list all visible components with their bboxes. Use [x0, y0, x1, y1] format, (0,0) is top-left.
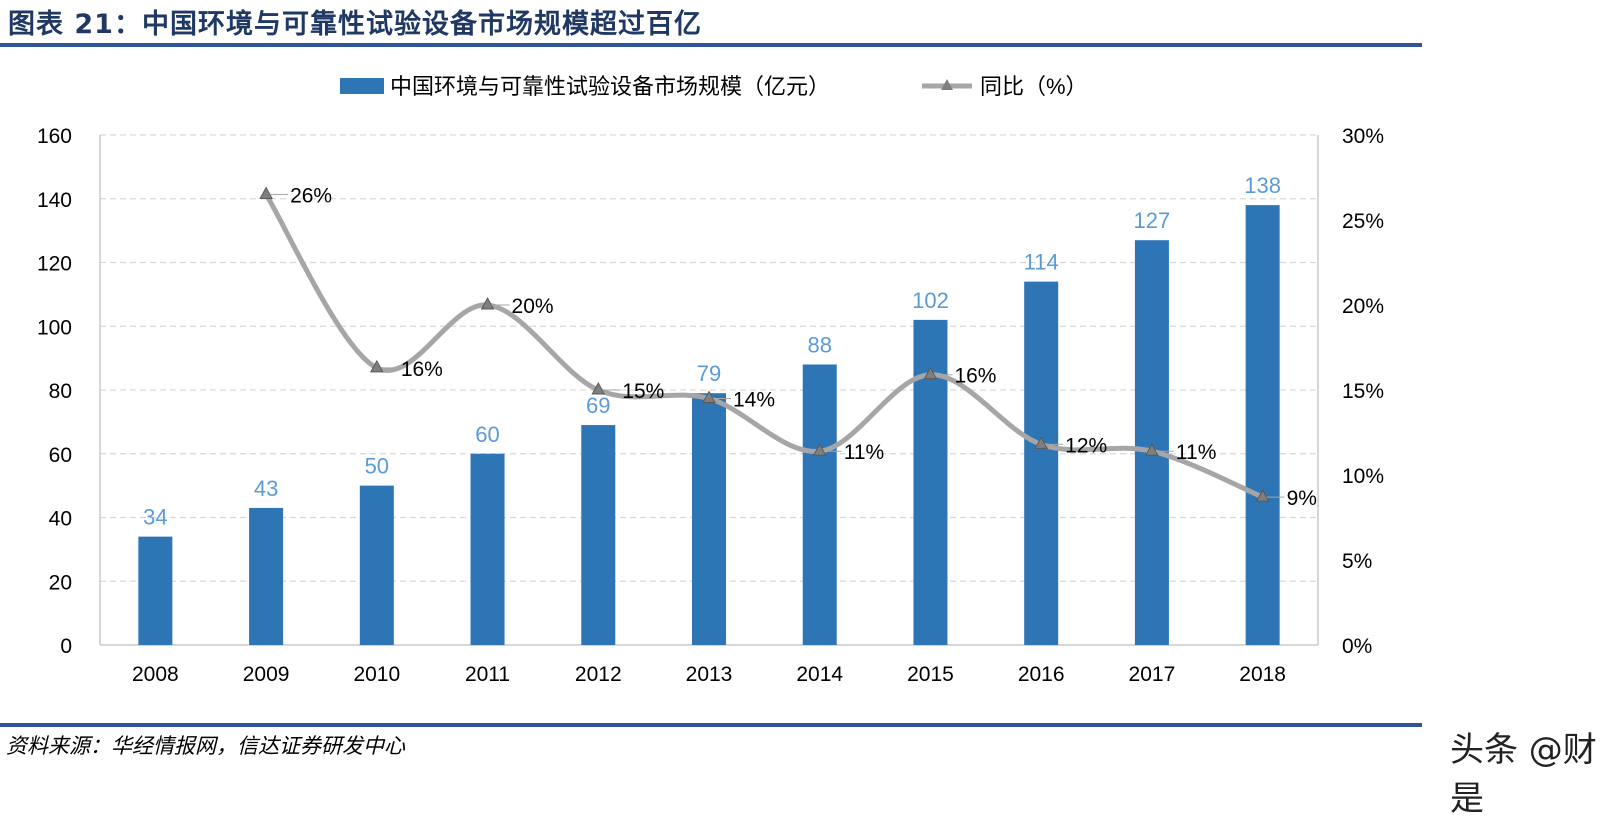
growth-line	[263, 192, 1266, 500]
line-label: 11%	[844, 441, 884, 464]
left-tick-label: 60	[49, 444, 72, 467]
title-rule	[0, 43, 1422, 47]
right-tick-label: 15%	[1342, 380, 1384, 403]
right-tick-label: 20%	[1342, 295, 1384, 318]
line-label: 16%	[401, 358, 443, 381]
left-tick-label: 80	[49, 380, 72, 403]
bar	[692, 393, 726, 645]
triangle-marker	[923, 366, 938, 380]
line-label: 20%	[512, 295, 554, 318]
triangle-marker	[1034, 436, 1049, 449]
line-label: 11%	[1176, 441, 1216, 464]
chart: 0 20 40 60 80 100 120 140 160 0% 5% 10% 15% 20% 25% 30%…	[37, 74, 1384, 686]
bar-label: 79	[697, 361, 721, 386]
triangle-marker	[259, 186, 273, 199]
bar	[470, 453, 505, 645]
x-tick-label: 2015	[907, 663, 954, 686]
line-label: 9%	[1287, 487, 1317, 510]
left-tick-label: 0	[60, 635, 72, 658]
bar	[581, 425, 616, 645]
legend-triangle-icon	[941, 79, 953, 90]
x-tick-label: 2008	[132, 663, 179, 686]
line-label: 12%	[1065, 434, 1107, 457]
bar	[1024, 281, 1059, 645]
bar	[802, 364, 837, 645]
x-tick-label: 2018	[1239, 663, 1286, 686]
bar-label: 60	[475, 422, 499, 447]
bar-label: 102	[912, 288, 949, 313]
right-tick-label: 25%	[1342, 210, 1384, 233]
bar-label: 114	[1024, 250, 1059, 275]
source-note: 资料来源：华经情报网，信达证券研发中心	[6, 734, 405, 758]
bar-label: 88	[807, 333, 831, 358]
triangle-marker	[812, 443, 827, 456]
bar-label: 127	[1134, 208, 1171, 233]
x-tick-label: 2016	[1018, 663, 1065, 686]
x-tick-label: 2013	[686, 663, 733, 686]
x-tick-label: 2009	[243, 663, 290, 686]
right-tick-label: 0%	[1342, 635, 1372, 658]
left-tick-label: 100	[37, 316, 72, 339]
legend-bar-swatch	[340, 78, 384, 94]
left-tick-label: 120	[37, 253, 72, 276]
right-tick-label: 30%	[1342, 125, 1384, 148]
left-tick-label: 140	[37, 189, 72, 212]
triangle-marker	[1145, 443, 1159, 456]
bar	[138, 536, 173, 645]
line-label: 14%	[733, 389, 775, 412]
x-tick-label: 2011	[465, 663, 510, 686]
x-tick-label: 2012	[575, 663, 622, 686]
right-tick-label: 5%	[1342, 550, 1372, 573]
bar-label: 138	[1244, 173, 1281, 198]
bar	[1134, 240, 1169, 645]
triangle-marker	[1255, 489, 1270, 502]
bar	[1245, 205, 1280, 645]
bar-label: 34	[143, 505, 167, 530]
line-label: 16%	[954, 365, 996, 388]
bar-label: 69	[586, 393, 610, 418]
line-label: 15%	[622, 380, 664, 403]
bar	[359, 485, 394, 645]
triangle-marker	[369, 359, 384, 373]
right-tick-label: 10%	[1342, 465, 1384, 488]
legend-line-label: 同比（%）	[980, 74, 1088, 99]
bar	[249, 507, 284, 645]
x-tick-label: 2017	[1129, 663, 1176, 686]
chart-title: 图表 21：中国环境与可靠性试验设备市场规模超过百亿	[8, 9, 702, 40]
triangle-marker	[480, 296, 495, 310]
left-tick-label: 40	[49, 508, 72, 531]
bar-label: 43	[254, 476, 278, 501]
left-tick-label: 160	[37, 125, 72, 148]
x-tick-label: 2010	[353, 663, 400, 686]
triangle-marker	[702, 390, 716, 403]
bar-label: 50	[365, 454, 389, 479]
x-tick-label: 2014	[796, 663, 843, 686]
line-label: 26%	[290, 185, 332, 208]
legend-bar-label: 中国环境与可靠性试验设备市场规模（亿元）	[390, 74, 830, 99]
triangle-marker	[591, 381, 606, 395]
footer-rule	[0, 723, 1422, 727]
left-tick-label: 20	[49, 571, 72, 594]
